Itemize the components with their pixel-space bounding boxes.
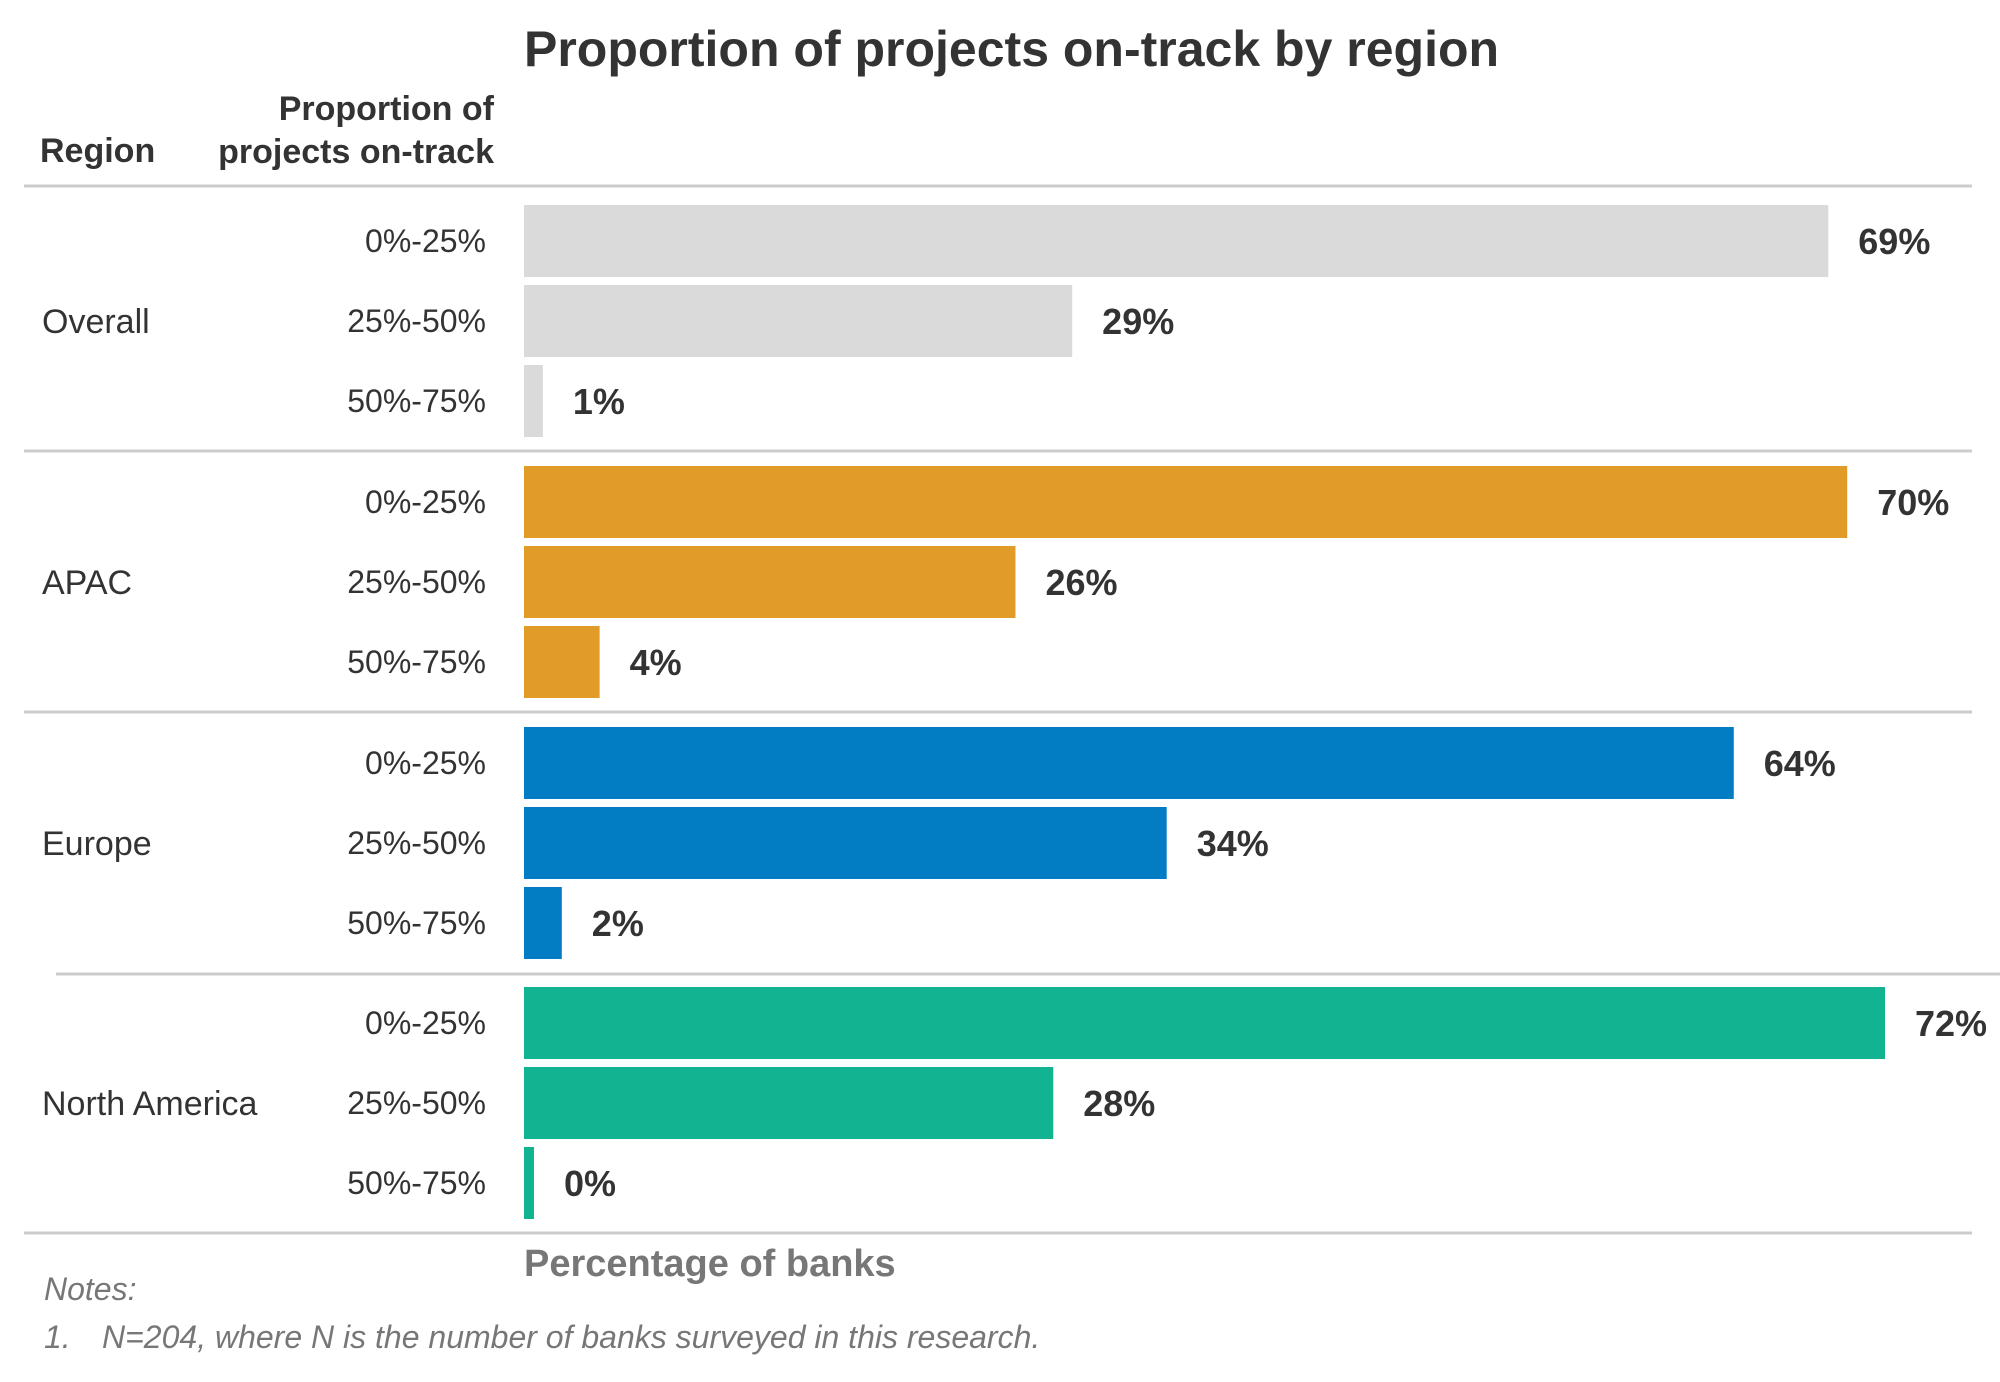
data-label: 0% [564,1163,616,1204]
category-tick-label: 0%-25% [365,223,486,259]
bar [524,807,1167,879]
category-tick-label: 0%-25% [365,745,486,781]
data-label: 70% [1877,482,1949,523]
data-label: 28% [1083,1083,1155,1124]
category-tick-label: 50%-75% [347,383,486,419]
data-label: 64% [1764,743,1836,784]
category-tick-label: 25%-50% [347,564,486,600]
bar [524,466,1848,538]
notes-heading: Notes: [44,1271,136,1307]
data-label: 4% [630,642,682,683]
category-column-header-line1: Proportion of [279,90,495,128]
bar [524,1147,534,1219]
category-tick-label: 25%-50% [347,825,486,861]
bar [524,626,600,698]
region-label: Europe [42,825,152,863]
data-label: 29% [1102,301,1174,342]
chart-title: Proportion of projects on-track by regio… [524,21,1499,77]
category-tick-label: 0%-25% [365,484,486,520]
bar [524,987,1885,1059]
category-tick-label: 50%-75% [347,905,486,941]
data-label: 72% [1915,1003,1987,1044]
note-item-marker: 1. [44,1319,71,1355]
bar [524,365,543,437]
category-tick-label: 25%-50% [347,1085,486,1121]
data-label: 1% [573,381,625,422]
category-tick-label: 25%-50% [347,303,486,339]
x-axis-label: Percentage of banks [524,1243,896,1285]
bar [524,727,1734,799]
region-label: Overall [42,303,150,341]
data-label: 34% [1197,823,1269,864]
bar [524,546,1016,618]
category-column-header-line2: projects on-track [218,133,494,171]
data-label: 2% [592,903,644,944]
bar [524,887,562,959]
category-tick-label: 50%-75% [347,1165,486,1201]
data-label: 26% [1045,562,1117,603]
plot-area: Overall 0%-25% 69% 25%-50% 29% 50%-75% 1% APAC 0… [24,184,2000,1235]
bar [524,205,1829,277]
region-label: North America [42,1085,257,1123]
bar [524,1067,1054,1139]
note-item-text: N=204, where N is the number of banks su… [102,1319,1040,1355]
bar [524,285,1073,357]
region-label: APAC [42,564,132,602]
data-label: 69% [1858,221,1930,262]
category-tick-label: 0%-25% [365,1005,486,1041]
region-column-header: Region [40,132,155,170]
category-tick-label: 50%-75% [347,644,486,680]
